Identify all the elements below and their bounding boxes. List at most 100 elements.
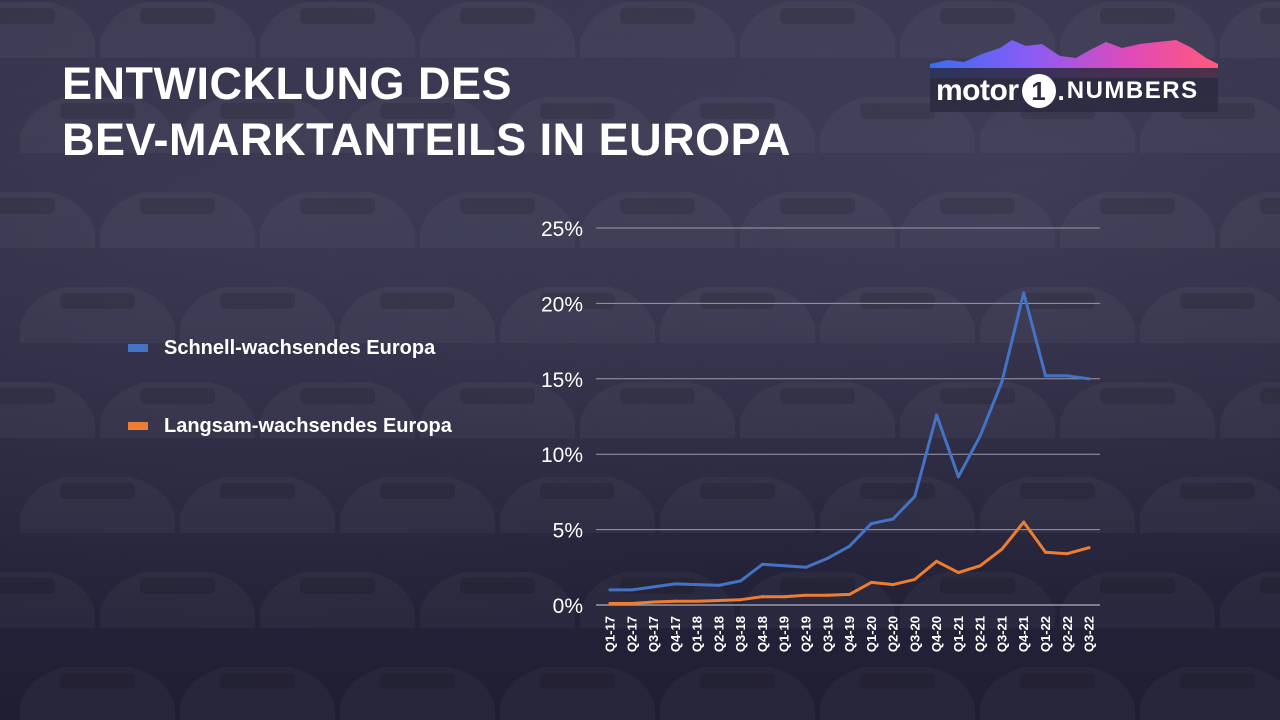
data-point: [673, 582, 677, 586]
data-point: [869, 580, 873, 584]
data-point: [935, 559, 939, 563]
x-tick-label: Q1-21: [951, 616, 966, 652]
data-point: [739, 598, 743, 602]
logo-wordmark: motor 1 . NUMBERS: [936, 71, 1199, 111]
data-point: [1087, 377, 1091, 381]
x-tick-label: Q1-19: [777, 616, 792, 652]
x-tick-label: Q3-17: [646, 616, 661, 652]
data-point: [1022, 291, 1026, 295]
data-point: [1043, 550, 1047, 554]
x-tick-label: Q1-18: [690, 616, 705, 652]
x-tick-label: Q2-21: [973, 616, 988, 652]
page-title: ENTWICKLUNG DES BEV-MARKTANTEILS IN EURO…: [62, 56, 791, 168]
data-point: [760, 562, 764, 566]
data-point: [804, 565, 808, 569]
data-point: [652, 585, 656, 589]
x-tick-label: Q3-19: [820, 616, 835, 652]
data-point: [608, 588, 612, 592]
legend-item-slow: Langsam-wachsendes Europa: [128, 412, 452, 440]
data-point: [1022, 520, 1026, 524]
data-point: [739, 579, 743, 583]
y-tick-label: 10%: [541, 444, 583, 467]
logo-dot: .: [1057, 75, 1065, 106]
title-line-2: BEV-MARKTANTEILS IN EUROPA: [62, 114, 791, 165]
x-tick-label: Q4-17: [668, 616, 683, 652]
series-slow: [608, 520, 1091, 605]
x-tick-label: Q3-18: [733, 616, 748, 652]
logo-one-badge: 1: [1021, 74, 1056, 108]
x-tick-label: Q1-22: [1038, 616, 1053, 652]
x-tick-label: Q4-19: [842, 616, 857, 652]
y-tick-label: 25%: [541, 218, 583, 241]
x-tick-label: Q3-22: [1082, 616, 1097, 652]
data-point: [848, 544, 851, 548]
data-point: [913, 577, 917, 581]
y-tick-label: 0%: [553, 595, 583, 618]
x-tick-label: Q1-20: [864, 616, 879, 652]
legend-label-slow: Langsam-wachsendes Europa: [164, 414, 452, 437]
data-point: [1065, 552, 1069, 556]
data-point: [608, 601, 612, 605]
data-point: [652, 600, 656, 604]
data-point: [1087, 546, 1091, 550]
data-point: [869, 522, 873, 526]
data-point: [935, 413, 939, 417]
data-point: [695, 583, 699, 587]
data-point: [717, 598, 721, 602]
data-point: [978, 434, 982, 438]
data-point: [673, 599, 677, 603]
x-tick-label: Q1-17: [603, 616, 618, 652]
data-point: [717, 583, 721, 587]
data-point: [760, 595, 764, 599]
title-line-1: ENTWICKLUNG DES: [62, 58, 512, 109]
x-tick-label: Q4-21: [1016, 616, 1031, 652]
data-point: [782, 564, 786, 568]
x-tick-label: Q2-19: [799, 616, 814, 652]
legend-swatch-fast: [128, 344, 148, 352]
x-tick-label: Q2-17: [624, 616, 639, 652]
logo-numbers-text: NUMBERS: [1066, 77, 1199, 104]
logo-band: [930, 68, 1218, 112]
x-tick-label: Q4-18: [755, 616, 770, 652]
data-point: [956, 475, 960, 479]
data-point: [1065, 374, 1069, 378]
data-point: [891, 583, 895, 587]
data-point: [630, 601, 634, 605]
data-point: [630, 588, 634, 592]
legend-swatch-slow: [128, 422, 148, 430]
chart-legend: Schnell-wachsendes Europa Langsam-wachse…: [128, 334, 452, 490]
x-axis: Q1-17 Q2-17 Q3-17 Q4-17 Q1-18 Q2-18 Q3-18 Q4-18…: [603, 616, 1097, 652]
data-point: [695, 599, 699, 603]
x-tick-label: Q2-22: [1060, 616, 1075, 652]
data-point: [978, 564, 982, 568]
data-point: [848, 592, 851, 596]
motor1-numbers-logo: motor 1 . NUMBERS: [930, 38, 1218, 112]
data-point: [826, 556, 830, 560]
data-point: [826, 593, 830, 597]
data-point: [956, 571, 960, 575]
x-tick-label: Q2-18: [711, 616, 726, 652]
x-tick-label: Q4-20: [929, 616, 944, 652]
x-tick-label: Q3-21: [994, 616, 1009, 652]
data-point: [1043, 374, 1047, 378]
y-axis: 0% 5% 10% 15% 20% 25%: [541, 218, 583, 618]
data-point: [1000, 380, 1004, 384]
data-point: [913, 494, 917, 498]
x-tick-label: Q3-20: [907, 616, 922, 652]
y-tick-label: 5%: [553, 520, 583, 543]
series-line: [608, 520, 1091, 605]
data-point: [782, 595, 786, 599]
legend-label-fast: Schnell-wachsendes Europa: [164, 336, 436, 359]
data-point: [1000, 547, 1004, 551]
data-point: [804, 593, 808, 597]
series-fast: [608, 291, 1091, 592]
y-tick-label: 20%: [541, 293, 583, 316]
x-tick-label: Q2-20: [886, 616, 901, 652]
gridlines: [596, 227, 1100, 606]
legend-item-fast: Schnell-wachsendes Europa: [128, 334, 452, 362]
logo-motor-text: motor: [936, 74, 1019, 107]
y-tick-label: 15%: [541, 369, 583, 392]
